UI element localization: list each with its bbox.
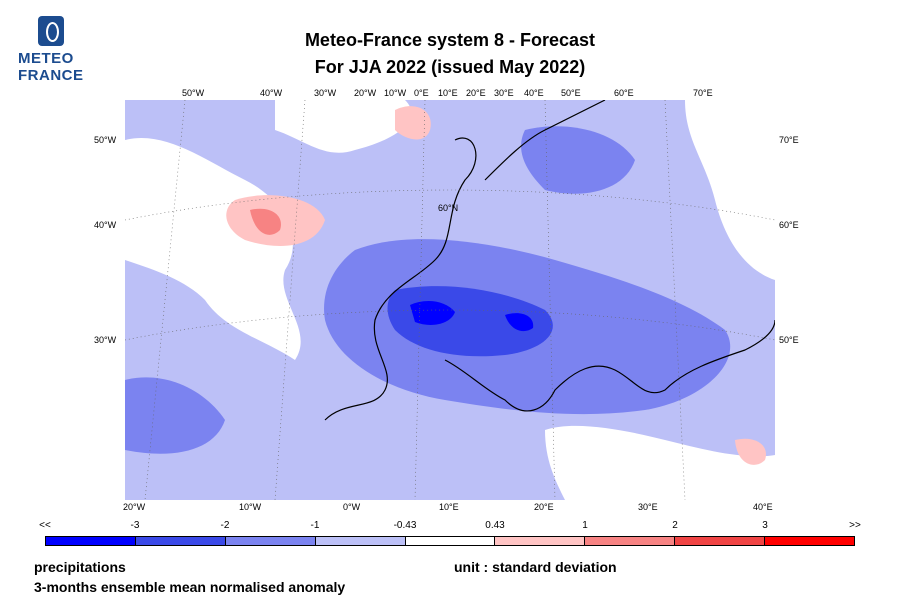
lat-label-right: 70°E <box>779 135 799 145</box>
colorbar-bin <box>585 537 676 545</box>
lon-label-bottom: 10°E <box>439 502 459 512</box>
lon-label-top: 20°W <box>354 88 377 98</box>
lon-label-top: 50°W <box>182 88 205 98</box>
neutral-area-east <box>685 100 775 280</box>
colorbar-label: -1 <box>310 520 320 531</box>
positive-area-3 <box>735 438 766 465</box>
neutral-area-north <box>275 100 412 153</box>
negative-area-peak <box>410 300 455 325</box>
colorbar-bin <box>405 537 496 545</box>
title-line1: Meteo-France system 8 - Forecast <box>304 30 596 50</box>
lon-label-bottom: 10°W <box>239 502 262 512</box>
negative-area-west <box>125 377 225 454</box>
colorbar-label: 2 <box>672 520 678 531</box>
graticule-label: 60°N <box>438 203 459 213</box>
colorbar-label: >> <box>849 520 861 531</box>
logo-text-line2: FRANCE <box>18 67 84 84</box>
variable-label: precipitations <box>34 559 126 575</box>
positive-area-2 <box>395 106 431 140</box>
lon-label-bottom: 40°E <box>753 502 773 512</box>
colorbar-label: -3 <box>130 520 140 531</box>
colorbar-label: << <box>39 520 51 531</box>
lon-label-top: 40°E <box>524 88 544 98</box>
colorbar-bin <box>315 537 406 545</box>
title-line2: For JJA 2022 (issued May 2022) <box>314 57 586 77</box>
coastline <box>324 100 775 421</box>
lon-label-bottom: 0°W <box>343 502 361 512</box>
negative-area-peak-2 <box>505 313 534 332</box>
lon-label-top: 30°E <box>494 88 514 98</box>
colorbar-bin <box>225 537 316 545</box>
lon-label-top: 60°E <box>614 88 634 98</box>
lat-label-right: 50°E <box>779 335 799 345</box>
colorbar-bin <box>135 537 226 545</box>
lat-label-left: 40°W <box>94 220 117 230</box>
colorbar-label: -2 <box>220 520 230 531</box>
colorbar <box>45 536 855 546</box>
logo-icon <box>38 16 64 46</box>
positive-area-4 <box>250 208 281 235</box>
lon-label-top: 40°W <box>260 88 283 98</box>
neutral-area-south <box>545 425 775 500</box>
lon-label-top: 0°E <box>414 88 429 98</box>
lon-label-top: 70°E <box>693 88 713 98</box>
graticule <box>125 100 775 500</box>
lat-label-left: 30°W <box>94 335 117 345</box>
colorbar-bin <box>675 537 766 545</box>
negative-area-north-east <box>521 126 635 194</box>
lon-label-top: 10°E <box>438 88 458 98</box>
colorbar-bin <box>765 537 855 545</box>
lon-label-top: 50°E <box>561 88 581 98</box>
colorbar-bin <box>46 537 136 545</box>
lon-label-top: 20°E <box>466 88 486 98</box>
anomaly-map <box>125 100 775 500</box>
logo-text-line1: METEO <box>18 50 74 67</box>
colorbar-label: 3 <box>762 520 768 531</box>
lat-label-right: 60°E <box>779 220 799 230</box>
lon-label-bottom: 20°E <box>534 502 554 512</box>
lon-label-bottom: 20°W <box>123 502 146 512</box>
lon-label-bottom: 30°E <box>638 502 658 512</box>
lon-label-top: 30°W <box>314 88 337 98</box>
neutral-area-atlantic <box>125 138 301 360</box>
colorbar-label: -0.43 <box>393 520 417 531</box>
colorbar-bin <box>495 537 586 545</box>
lat-label-left: 50°W <box>94 135 117 145</box>
lon-label-top: 10°W <box>384 88 407 98</box>
unit-label: unit : standard deviation <box>454 559 617 575</box>
colorbar-label: 0.43 <box>485 520 505 531</box>
meteo-france-logo: METEO FRANCE <box>14 14 86 86</box>
colorbar-label: 1 <box>582 520 588 531</box>
description-label: 3-months ensemble mean normalised anomal… <box>34 579 346 595</box>
